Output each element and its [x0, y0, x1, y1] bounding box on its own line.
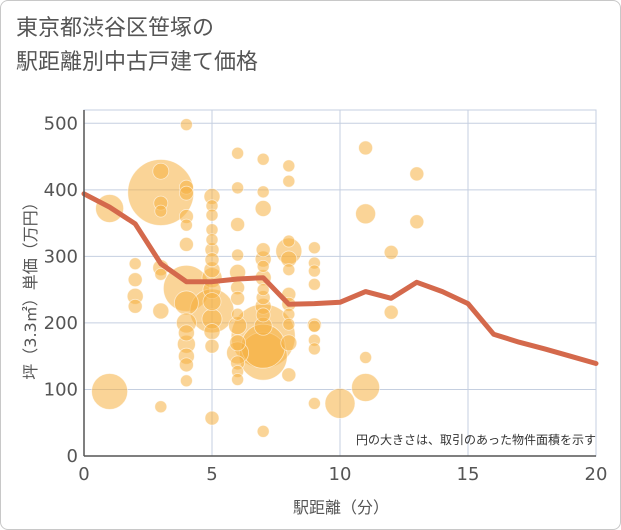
- bubble-point: [178, 237, 194, 252]
- bubble-point: [231, 373, 245, 386]
- y-tick-label: 400: [44, 180, 78, 201]
- bubble-point: [256, 152, 270, 166]
- bubble-point: [307, 342, 321, 356]
- bubble-point: [154, 400, 168, 414]
- bubble-point: [282, 263, 296, 277]
- bubble-point: [256, 424, 270, 438]
- bubble-point: [307, 397, 321, 410]
- axes: [83, 110, 596, 457]
- bubble-point: [230, 290, 246, 306]
- bubble-point: [409, 166, 425, 182]
- bubble-point: [127, 272, 143, 288]
- bubble-point: [281, 367, 297, 383]
- bubble-point: [152, 162, 170, 180]
- bubble-point: [231, 146, 245, 160]
- x-tick-label: 15: [457, 464, 480, 485]
- bubble-point: [409, 214, 425, 230]
- bubble-point: [383, 244, 399, 260]
- bubble-point: [177, 324, 195, 342]
- x-tick-label: 5: [206, 464, 217, 485]
- x-tick-label: 10: [329, 464, 352, 485]
- bubble-point: [179, 218, 193, 232]
- bubble-point: [152, 302, 170, 320]
- bubble-point: [231, 307, 245, 321]
- bubble-point: [307, 277, 321, 291]
- y-tick-label: 300: [44, 246, 78, 267]
- size-note: 円の大きさは、取引のあった物件面積を示す: [356, 432, 596, 447]
- bubble-point: [204, 410, 220, 426]
- bubble-point: [127, 159, 195, 226]
- bubble-point: [203, 323, 221, 340]
- bubble-point: [256, 283, 270, 297]
- bubble-point: [204, 338, 220, 354]
- bubble-point: [178, 357, 194, 373]
- bubble-point: [307, 319, 321, 333]
- bubble-point: [154, 204, 168, 218]
- bubble-point: [127, 298, 143, 314]
- bubble-point: [154, 267, 168, 281]
- bubble-point: [355, 203, 377, 225]
- bubble-point: [91, 373, 128, 410]
- y-axis-label: 坪（3.3㎡）単価（万円）: [21, 194, 40, 379]
- bubble-point: [202, 292, 222, 312]
- trend-line: [81, 191, 599, 366]
- bubble-point: [205, 233, 219, 247]
- bubble-point: [351, 373, 381, 402]
- bubble-point: [231, 181, 245, 195]
- bubble-point: [256, 259, 270, 273]
- bubble-point: [256, 185, 270, 199]
- bubble-point: [229, 334, 247, 352]
- bubble-point: [205, 208, 219, 222]
- bubble-point: [383, 304, 399, 320]
- x-tick-label: 0: [78, 464, 89, 485]
- y-tick-label: 0: [67, 446, 78, 467]
- bubble-point: [179, 118, 193, 132]
- bubble-point: [307, 241, 321, 255]
- trend-line-series: [81, 191, 599, 366]
- x-axis-label: 駅距離（分）: [293, 498, 389, 517]
- bubble-point: [178, 185, 194, 201]
- y-tick-label: 200: [44, 313, 78, 334]
- bubble-point: [179, 374, 193, 388]
- bubble-point: [307, 264, 321, 278]
- bubble-point: [282, 174, 296, 188]
- bubble-point: [254, 200, 272, 217]
- bubble-point: [128, 257, 142, 271]
- bubble-point: [282, 159, 296, 173]
- chart-title: 東京都渋谷区笹塚の 駅距離別中古戸建て価格: [16, 16, 259, 75]
- bubble-point: [359, 351, 373, 364]
- bubble-series: [91, 118, 425, 438]
- y-tick-label: 100: [44, 379, 78, 400]
- bubble-point: [280, 334, 298, 352]
- x-tick-label: 20: [585, 464, 608, 485]
- bubble-point: [255, 242, 271, 258]
- bubble-point: [230, 217, 246, 232]
- bubble-point: [324, 388, 356, 419]
- bubble-point: [204, 252, 220, 268]
- bubble-point: [231, 248, 245, 262]
- bubble-point: [282, 317, 296, 331]
- bubble-point: [255, 307, 271, 323]
- y-tick-label: 500: [44, 113, 78, 134]
- bubble-point: [358, 140, 374, 156]
- bubble-point: [282, 234, 296, 248]
- bubble-point: [173, 290, 199, 316]
